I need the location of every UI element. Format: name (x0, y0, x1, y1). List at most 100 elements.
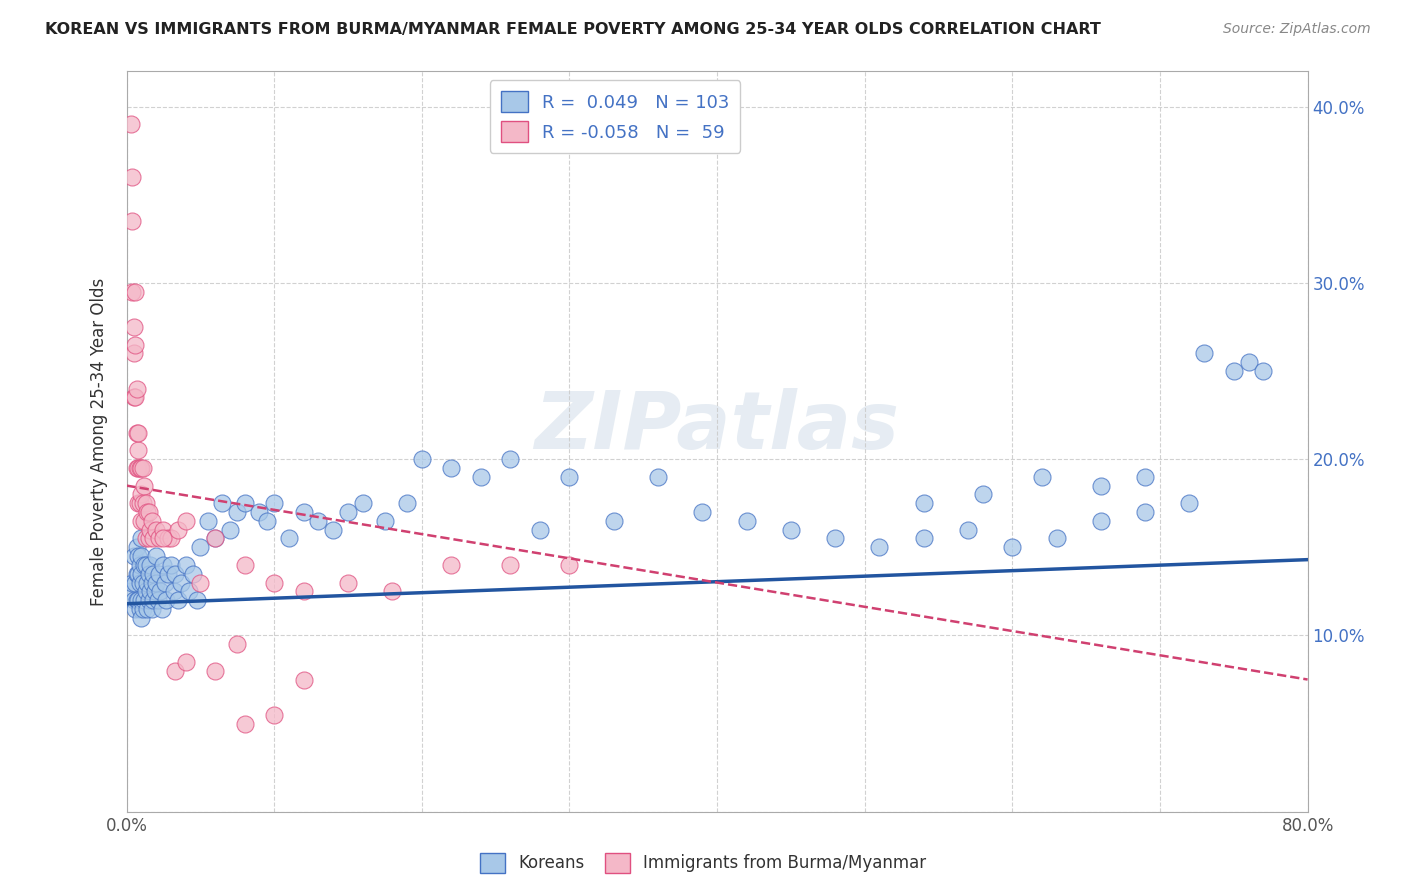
Text: KOREAN VS IMMIGRANTS FROM BURMA/MYANMAR FEMALE POVERTY AMONG 25-34 YEAR OLDS COR: KOREAN VS IMMIGRANTS FROM BURMA/MYANMAR … (45, 22, 1101, 37)
Point (121, 575, 143, 590)
Point (141, 514, 163, 528)
Point (138, 566, 160, 581)
Point (142, 566, 165, 581)
Point (396, 496, 419, 510)
Point (912, 496, 935, 510)
Point (122, 593, 145, 607)
Point (499, 558, 522, 572)
Point (132, 461, 155, 475)
Point (374, 514, 396, 528)
Point (160, 532, 183, 546)
Point (188, 575, 212, 590)
Point (127, 443, 149, 458)
Point (181, 566, 204, 581)
Point (124, 602, 146, 616)
Point (129, 532, 153, 546)
Point (128, 461, 150, 475)
Point (127, 425, 149, 440)
Point (150, 602, 173, 616)
Point (127, 461, 149, 475)
Point (292, 673, 315, 687)
Point (129, 593, 153, 607)
Point (1031, 470, 1053, 484)
Point (1001, 541, 1024, 555)
Point (127, 549, 149, 563)
Point (204, 532, 226, 546)
Point (125, 382, 148, 396)
Point (1090, 514, 1112, 528)
Point (188, 541, 212, 555)
Point (124, 391, 146, 405)
Point (165, 664, 187, 678)
Point (138, 505, 160, 519)
Point (155, 593, 177, 607)
Point (127, 593, 149, 607)
Point (1223, 364, 1246, 378)
Point (152, 532, 174, 546)
Point (956, 523, 979, 537)
Point (146, 593, 169, 607)
Point (1135, 470, 1157, 484)
Point (174, 514, 197, 528)
Point (141, 575, 163, 590)
Point (156, 566, 179, 581)
Point (120, 584, 142, 599)
Point (167, 523, 190, 537)
Point (148, 532, 170, 546)
Point (263, 575, 285, 590)
Point (124, 575, 146, 590)
Point (156, 532, 179, 546)
Point (136, 575, 159, 590)
Point (149, 584, 172, 599)
Point (1090, 478, 1112, 492)
Point (136, 602, 159, 616)
Point (165, 566, 187, 581)
Point (470, 470, 492, 484)
Point (129, 461, 153, 475)
Point (499, 452, 522, 467)
Legend: Koreans, Immigrants from Burma/Myanmar: Koreans, Immigrants from Burma/Myanmar (474, 847, 932, 880)
Point (135, 532, 157, 546)
Point (135, 558, 157, 572)
Point (145, 549, 167, 563)
Point (780, 523, 803, 537)
Point (440, 558, 463, 572)
Point (125, 593, 148, 607)
Point (129, 549, 153, 563)
Point (186, 593, 208, 607)
Point (134, 558, 156, 572)
Point (138, 593, 160, 607)
Point (120, 117, 142, 131)
Point (204, 664, 226, 678)
Point (122, 346, 145, 360)
Point (129, 514, 153, 528)
Point (129, 611, 153, 625)
Point (135, 496, 157, 510)
Point (145, 523, 167, 537)
Point (128, 602, 150, 616)
Point (292, 584, 315, 599)
Point (256, 514, 278, 528)
Point (263, 707, 285, 722)
Point (174, 558, 197, 572)
Point (167, 593, 190, 607)
Point (278, 532, 301, 546)
Point (152, 558, 174, 572)
Point (127, 566, 149, 581)
Point (138, 532, 160, 546)
Point (292, 505, 315, 519)
Point (125, 566, 148, 581)
Point (139, 558, 162, 572)
Point (135, 584, 157, 599)
Point (153, 575, 176, 590)
Point (1178, 496, 1201, 510)
Point (121, 170, 143, 185)
Point (136, 505, 159, 519)
Point (226, 637, 249, 651)
Point (1192, 346, 1215, 360)
Point (142, 593, 165, 607)
Point (263, 496, 285, 510)
Point (160, 558, 183, 572)
Point (142, 532, 165, 546)
Point (211, 496, 233, 510)
